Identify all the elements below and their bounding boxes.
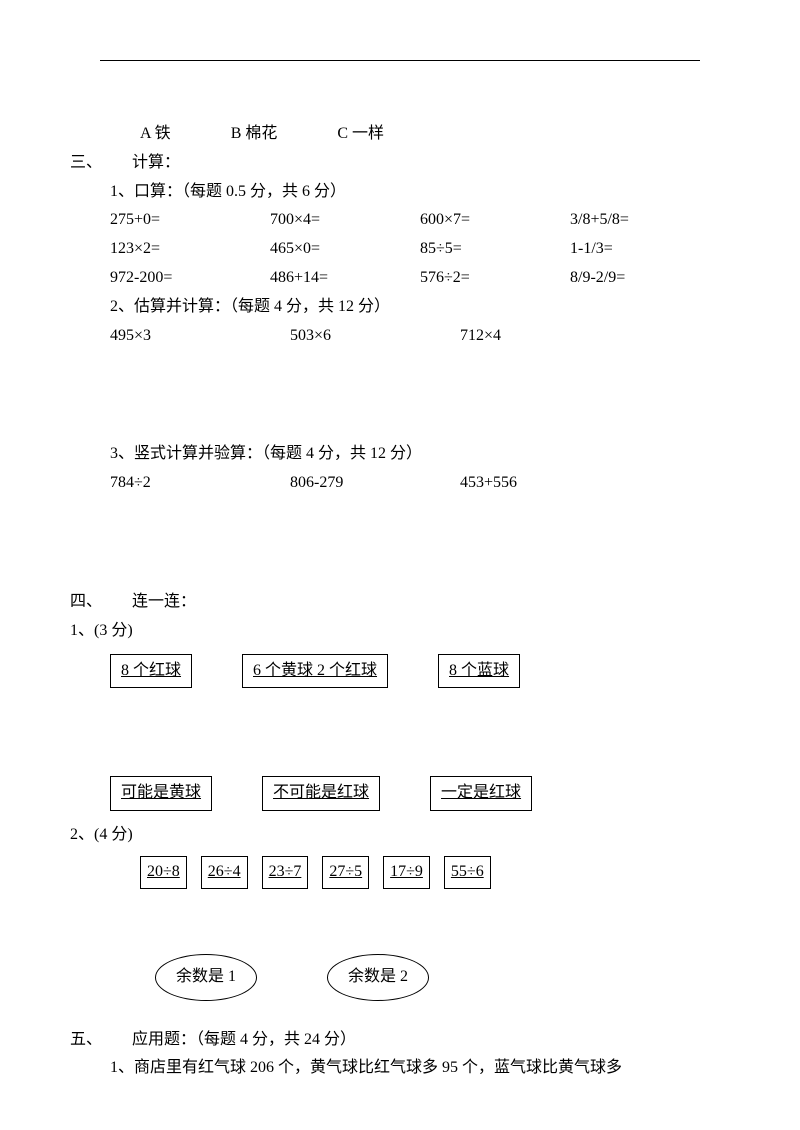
calc-cell: 275+0= [110,206,270,235]
section-4-p1-label: 1、(3 分) [70,617,730,646]
box: 可能是黄球 [110,776,212,811]
box: 8 个蓝球 [438,654,520,689]
box: 23÷7 [262,856,309,889]
calc-cell: 972-200= [110,264,270,293]
section-3-p2-title: 2、估算并计算：（每题 4 分，共 12 分） [70,293,730,322]
section-3-p1-title: 1、口算：（每题 0.5 分，共 6 分） [70,178,730,207]
calc-cell: 495×3 [110,322,290,351]
calc-cell: 453+556 [460,469,517,498]
section-3-p3-title: 3、竖式计算并验算：（每题 4 分，共 12 分） [70,440,730,469]
box-row-divisions: 20÷8 26÷4 23÷7 27÷5 17÷9 55÷6 [70,856,730,889]
section-4-title: 连一连： [132,588,196,617]
section-5-title: 应用题：（每题 4 分，共 24 分） [132,1026,356,1055]
calc-row-p3: 784÷2 806-279 453+556 [70,469,730,498]
ellipse-remainder-2: 余数是 2 [327,954,429,1001]
calc-cell: 576÷2= [420,264,570,293]
calc-cell: 8/9-2/9= [570,264,720,293]
calc-cell: 486+14= [270,264,420,293]
section-5-num: 五、 [70,1026,102,1055]
calc-row-3: 972-200= 486+14= 576÷2= 8/9-2/9= [70,264,730,293]
calc-cell: 85÷5= [420,235,570,264]
box: 20÷8 [140,856,187,889]
spacer [70,350,730,440]
box-row-bottom: 可能是黄球 不可能是红球 一定是红球 [70,776,730,811]
calc-row-p2: 495×3 503×6 712×4 [70,322,730,351]
ellipse-row: 余数是 1 余数是 2 [70,954,730,1001]
box: 8 个红球 [110,654,192,689]
calc-cell: 123×2= [110,235,270,264]
choice-b: B 棉花 [231,120,278,149]
header-rule [100,60,700,61]
calc-cell: 465×0= [270,235,420,264]
section-3-num: 三、 [70,149,102,178]
box: 17÷9 [383,856,430,889]
spacer [70,498,730,588]
box: 55÷6 [444,856,491,889]
document-content: A 铁 B 棉花 C 一样 三、 计算： 1、口算：（每题 0.5 分，共 6 … [70,120,730,1083]
calc-cell: 806-279 [290,469,460,498]
calc-row-1: 275+0= 700×4= 600×7= 3/8+5/8= [70,206,730,235]
ellipse-remainder-1: 余数是 1 [155,954,257,1001]
box: 26÷4 [201,856,248,889]
calc-cell: 712×4 [460,322,501,351]
box: 6 个黄球 2 个红球 [242,654,388,689]
section-5-header: 五、 应用题：（每题 4 分，共 24 分） [70,1026,730,1055]
choice-c: C 一样 [337,120,384,149]
section-3-header: 三、 计算： [70,149,730,178]
calc-row-2: 123×2= 465×0= 85÷5= 1-1/3= [70,235,730,264]
calc-cell: 1-1/3= [570,235,720,264]
section-4-header: 四、 连一连： [70,588,730,617]
calc-cell: 700×4= [270,206,420,235]
spacer [70,1001,730,1026]
box-row-top: 8 个红球 6 个黄球 2 个红球 8 个蓝球 [70,654,730,689]
section-4-p2-label: 2、(4 分) [70,821,730,850]
section-4-num: 四、 [70,588,102,617]
calc-cell: 600×7= [420,206,570,235]
calc-cell: 503×6 [290,322,460,351]
choice-a: A 铁 [140,120,171,149]
section-3-title: 计算： [132,149,180,178]
question-choices: A 铁 B 棉花 C 一样 [70,120,730,149]
calc-cell: 784÷2 [110,469,290,498]
section-5-p1: 1、商店里有红气球 206 个，黄气球比红气球多 95 个，蓝气球比黄气球多 [70,1054,730,1083]
box: 27÷5 [322,856,369,889]
calc-cell: 3/8+5/8= [570,206,720,235]
spacer [70,698,730,768]
box: 一定是红球 [430,776,532,811]
spacer [70,899,730,944]
box: 不可能是红球 [262,776,380,811]
